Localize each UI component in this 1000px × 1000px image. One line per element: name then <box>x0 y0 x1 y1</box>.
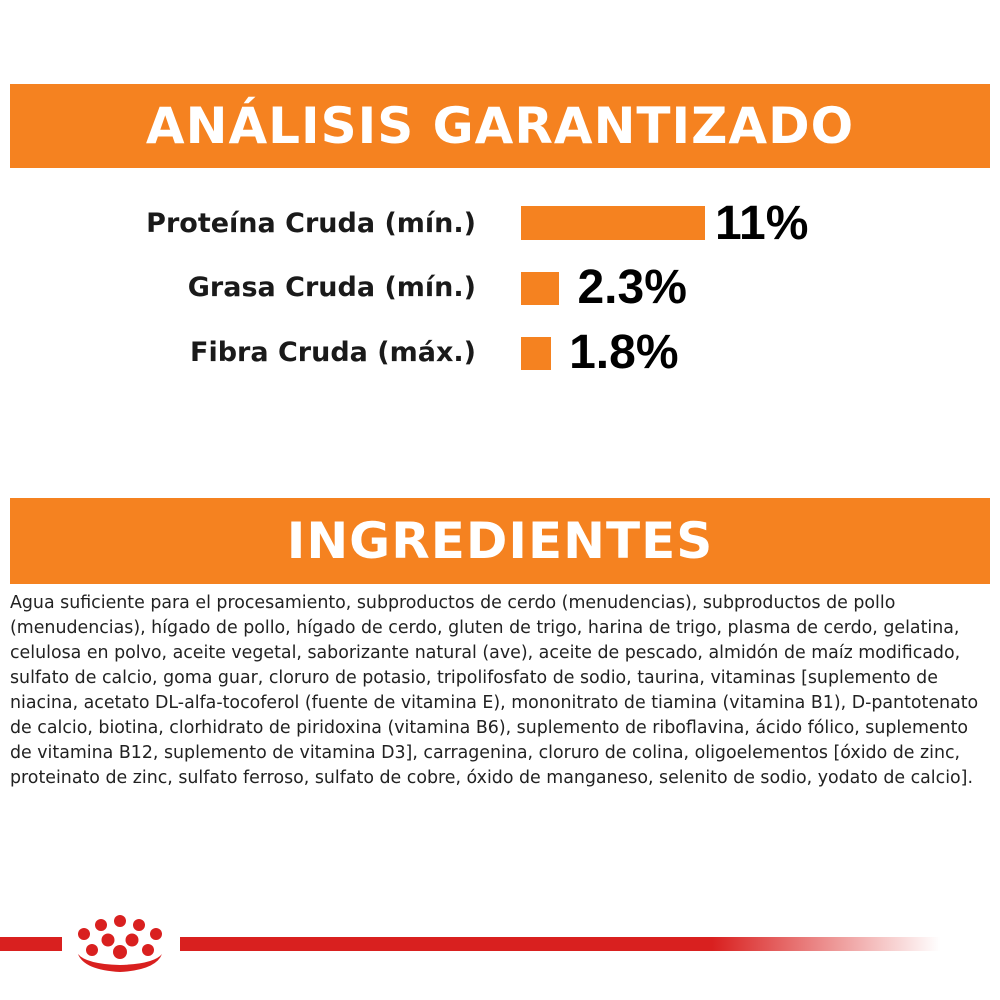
crown-logo-icon <box>78 915 162 972</box>
protein-label: Proteína Cruda (mín.) <box>146 208 476 239</box>
fat-bar <box>521 272 560 305</box>
analysis-row-fiber: Fibra Cruda (máx.) 1.8% <box>0 323 1000 383</box>
fat-value: 2.3% <box>577 261 687 314</box>
ingredients-title: INGREDIENTES <box>286 512 714 570</box>
analysis-row-protein: Proteína Cruda (mín.) 11% <box>0 194 1000 254</box>
protein-bar <box>521 206 705 240</box>
ingredients-header: INGREDIENTES <box>10 498 990 584</box>
analysis-header: ANÁLISIS GARANTIZADO <box>10 84 990 168</box>
footer-stripe-right <box>180 937 940 951</box>
fiber-bar <box>521 337 552 370</box>
fiber-value: 1.8% <box>569 326 679 379</box>
fat-label: Grasa Cruda (mín.) <box>187 272 476 303</box>
analysis-row-fat: Grasa Cruda (mín.) 2.3% <box>0 258 1000 318</box>
ingredients-text: Agua suficiente para el procesamiento, s… <box>10 593 979 788</box>
footer-stripe-left <box>0 937 62 951</box>
protein-value: 11% <box>715 197 809 250</box>
analysis-title: ANÁLISIS GARANTIZADO <box>145 97 855 155</box>
fiber-label: Fibra Cruda (máx.) <box>190 337 476 368</box>
